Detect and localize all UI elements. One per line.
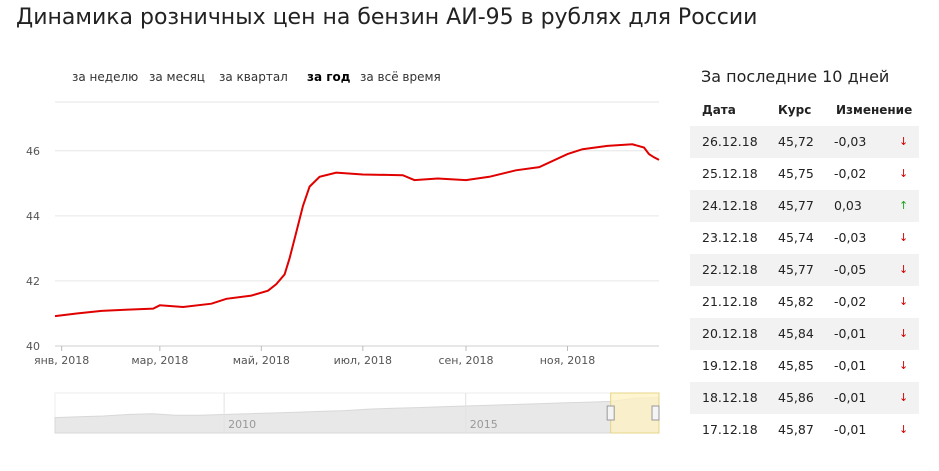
row-rate: 45,77 [778,262,814,277]
arrow-down-icon: ↓ [899,295,909,308]
table-row: 18.12.18 45,86 -0,01 ↓ [690,382,919,414]
row-change: -0,02 [834,294,867,309]
row-rate: 45,84 [778,326,814,341]
tab-month[interactable]: за месяц [149,70,205,84]
row-date: 19.12.18 [702,358,758,373]
navigator-area [54,396,659,434]
page-title: Динамика розничных цен на бензин АИ-95 в… [16,5,758,30]
column-date: Дата [702,103,736,117]
arrow-down-icon: ↓ [899,135,909,148]
arrow-down-icon: ↓ [899,167,909,180]
y-tick-label: 40 [26,340,40,353]
y-tick-label: 42 [26,275,40,288]
navigator-year-label: 2010 [228,418,256,431]
tab-year[interactable]: за год [307,70,351,84]
arrow-down-icon: ↓ [899,391,909,404]
x-tick-label: сен, 2018 [438,354,493,367]
price-series-line [54,143,660,318]
row-change: -0,03 [834,134,867,149]
arrow-down-icon: ↓ [899,359,909,372]
y-tick-label: 44 [26,210,40,223]
x-tick-label: ноя, 2018 [540,354,596,367]
table-row: 26.12.18 45,72 -0,03 ↓ [690,126,919,158]
history-table-header: Дата Курс Изменение [690,94,919,126]
column-rate: Курс [778,103,812,117]
row-date: 26.12.18 [702,134,758,149]
table-row: 23.12.18 45,74 -0,03 ↓ [690,222,919,254]
arrow-down-icon: ↓ [899,263,909,276]
row-change: 0,03 [834,198,862,213]
navigator-selection[interactable] [610,392,660,434]
row-date: 25.12.18 [702,166,758,181]
history-table-body: 26.12.18 45,72 -0,03 ↓ 25.12.18 45,75 -0,02 ↓ 24… [690,126,919,446]
row-date: 18.12.18 [702,390,758,405]
last-10-days-panel: За последние 10 дней Дата Курс Изменение… [690,64,919,446]
row-date: 24.12.18 [702,198,758,213]
table-row: 25.12.18 45,75 -0,02 ↓ [690,158,919,190]
row-date: 20.12.18 [702,326,758,341]
tab-week[interactable]: за неделю [72,70,139,84]
arrow-down-icon: ↓ [899,231,909,244]
row-change: -0,01 [834,390,867,405]
row-change: -0,01 [834,326,867,341]
price-chart[interactable]: 40 42 44 46 янв, 2018 мар, 2018 май, 2018 июл,… [0,90,670,380]
row-change: -0,01 [834,422,867,437]
x-tick-label: июл, 2018 [334,354,392,367]
y-tick-label: 46 [26,145,40,158]
arrow-down-icon: ↓ [899,423,909,436]
navigator-handle-left[interactable] [606,405,615,421]
row-date: 17.12.18 [702,422,758,437]
tab-quarter[interactable]: за квартал [219,70,288,84]
column-change: Изменение [836,103,913,117]
x-tick-label: мар, 2018 [131,354,188,367]
x-tick-label: май, 2018 [233,354,290,367]
row-date: 21.12.18 [702,294,758,309]
row-rate: 45,74 [778,230,814,245]
table-row: 17.12.18 45,87 -0,01 ↓ [690,414,919,446]
row-change: -0,02 [834,166,867,181]
row-change: -0,03 [834,230,867,245]
range-navigator[interactable]: 2010 2015 [0,390,670,440]
row-date: 23.12.18 [702,230,758,245]
arrow-down-icon: ↓ [899,327,909,340]
row-rate: 45,82 [778,294,814,309]
row-change: -0,05 [834,262,867,277]
arrow-up-icon: ↑ [899,199,909,212]
table-row: 19.12.18 45,85 -0,01 ↓ [690,350,919,382]
row-rate: 45,86 [778,390,814,405]
navigator-handle-right[interactable] [651,405,660,421]
row-rate: 45,72 [778,134,814,149]
row-rate: 45,77 [778,198,814,213]
history-title: За последние 10 дней [701,67,890,86]
tab-all-time[interactable]: за всё время [360,70,441,84]
x-tick-label: янв, 2018 [34,354,89,367]
row-rate: 45,75 [778,166,814,181]
row-rate: 45,87 [778,422,814,437]
table-row: 21.12.18 45,82 -0,02 ↓ [690,286,919,318]
row-date: 22.12.18 [702,262,758,277]
navigator-year-label: 2015 [470,418,498,431]
table-row: 22.12.18 45,77 -0,05 ↓ [690,254,919,286]
table-row: 24.12.18 45,77 0,03 ↑ [690,190,919,222]
row-rate: 45,85 [778,358,814,373]
row-change: -0,01 [834,358,867,373]
table-row: 20.12.18 45,84 -0,01 ↓ [690,318,919,350]
